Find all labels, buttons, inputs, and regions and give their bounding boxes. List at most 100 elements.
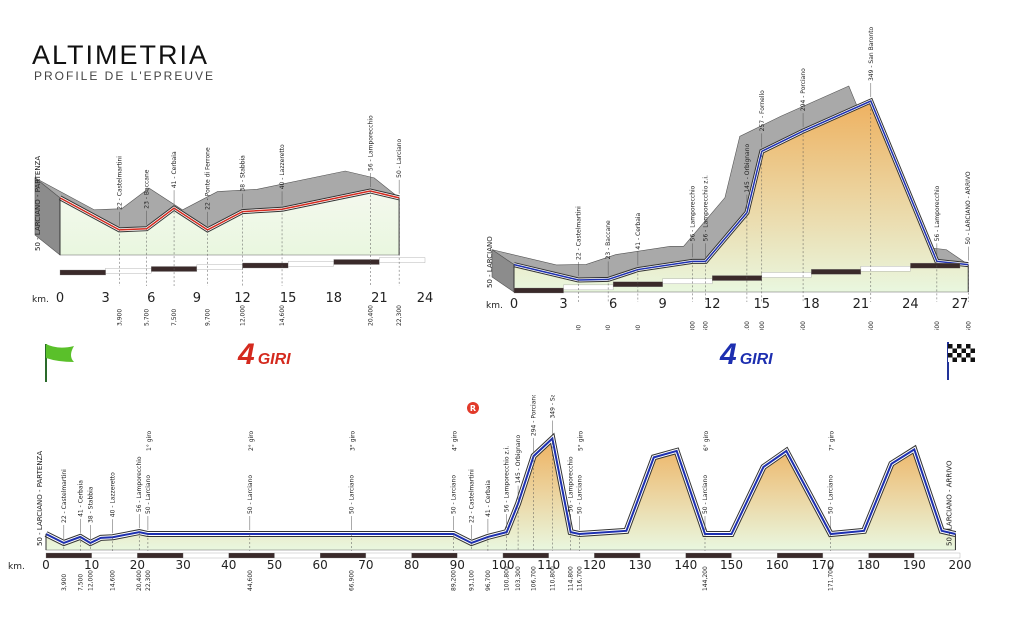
waypoint-km-label: 7,500 (171, 309, 178, 326)
km-bar-segment (910, 262, 961, 269)
flag-square (948, 344, 953, 349)
x-axis-label: km. (8, 562, 25, 572)
x-tick-label: 0 (56, 291, 64, 306)
x-tick-label: 170 (811, 558, 834, 572)
x-tick-label: 0 (42, 558, 50, 572)
x-tick-label: 50 (267, 558, 282, 572)
x-tick-label: 100 (492, 558, 515, 572)
page-subtitle: PROFILE DE L'EPREUVE (34, 69, 215, 83)
waypoint-label: 22 - Castelmartini (61, 469, 68, 523)
start-label: 50 - LARCIANO - PARTENZA (36, 451, 44, 546)
laps-badge-loop-b: 4 GIRI (720, 338, 773, 372)
waypoint-label: 22 - Castelmartini (575, 206, 582, 260)
x-tick-label: 180 (857, 558, 880, 572)
waypoint-label: 257 - Fornello (759, 90, 766, 132)
waypoint-label: 23 - Baccane (605, 220, 612, 259)
loop-a-profile-chart: km. 0 3 6 9 12 15 18 21 24 22 - Castelmartini 3,900… (32, 115, 433, 326)
x-tick-label: 80 (404, 558, 419, 572)
flag-square (970, 348, 975, 353)
x-tick-label: 110 (537, 558, 560, 572)
waypoint-km-label: 89,200 (451, 570, 458, 591)
waypoint-km-label: 110,800 (549, 566, 556, 591)
x-tick-label: 12 (704, 297, 721, 312)
x-tick-label: 0 (510, 297, 518, 312)
km-bar-segment (513, 287, 564, 294)
waypoint-km-label: 14,600 (110, 570, 117, 591)
waypoint-km-label: 96,700 (485, 570, 492, 591)
waypoint-label: 41 - Cerbaia (171, 151, 178, 188)
waypoint-km-label: 25,600 (934, 321, 941, 330)
waypoint-label: 56 - Lamporecchio (568, 456, 575, 512)
flag-square (948, 348, 953, 353)
flag-square (957, 348, 962, 353)
flag-square (970, 344, 975, 349)
waypoint-km-label: 116,700 (576, 566, 583, 591)
km-bar-segment (242, 262, 289, 269)
waypoint-label: 40 - Lazzeretto (110, 472, 117, 517)
road-line (45, 436, 956, 545)
x-tick-label: 40 (221, 558, 236, 572)
waypoint-km-label: 3,900 (575, 325, 582, 330)
x-axis-label: km. (486, 301, 503, 311)
flag-square (966, 348, 971, 353)
waypoint-km-label: 20,400 (367, 305, 374, 326)
waypoint-label: 40 - Lazzeretto (279, 144, 286, 189)
x-tick-label: 15 (754, 297, 771, 312)
waypoint-km-label: 7,500 (635, 325, 642, 330)
waypoint-km-label: 10,800 (689, 321, 696, 330)
waypoint-label: 41 - Cerbaia (485, 480, 492, 517)
flag-square (966, 353, 971, 358)
flag-square (952, 344, 957, 349)
waypoint-label: 56 - Lamporecchio (934, 185, 941, 241)
x-tick-label: 90 (450, 558, 465, 572)
x-tick-label: 60 (313, 558, 328, 572)
flag-square (970, 357, 975, 362)
x-tick-label: 15 (280, 291, 297, 306)
waypoint-label: 41 - Cerbaia (635, 212, 642, 249)
km-bar-segment (287, 261, 334, 267)
waypoint-km-label: 22,300 (396, 305, 403, 326)
x-tick-label: 160 (766, 558, 789, 572)
x-tick-label: 200 (949, 558, 972, 572)
lap-marker-label: 6° giro (703, 430, 710, 451)
lap-marker-label: 3° giro (350, 430, 357, 451)
laps-badge-loop-a: 4 GIRI (238, 338, 291, 372)
x-tick-label: 18 (325, 291, 342, 306)
waypoint-label: 50 - Larciano (451, 475, 458, 514)
x-tick-label: 150 (720, 558, 743, 572)
start-label: 50 - LARCIANO (486, 236, 494, 288)
loop-b-profile-chart: km. 0 3 6 9 12 15 18 21 24 27 22 - Castelmartini 3,9… (486, 26, 972, 330)
waypoint-label: 41 - Cerbaia (77, 480, 84, 517)
waypoint-label: 349 - San Baronto (868, 26, 875, 81)
km-bar-segment (662, 278, 713, 284)
start-label: 50 - LARCIANO - PARTENZA (34, 156, 42, 251)
x-tick-label: 140 (674, 558, 697, 572)
road-line (59, 190, 400, 231)
waypoint-km-label: 66,900 (349, 570, 356, 591)
x-tick-label: 3 (101, 291, 109, 306)
road-line (513, 100, 969, 281)
waypoint-label: 22 - Ponte di Ferrone (205, 147, 212, 210)
flag-square (957, 353, 962, 358)
page-title: ALTIMETRIA (32, 40, 210, 70)
flag-square (957, 344, 962, 349)
waypoint-label: 56 - Lamporecchio (367, 115, 374, 171)
waypoint-label: 56 - Lamporecchio (689, 185, 696, 241)
flag-square (961, 348, 966, 353)
flag-square (966, 344, 971, 349)
finish-flag-icon (947, 342, 975, 380)
waypoint-km-label: 93,100 (468, 570, 475, 591)
waypoint-label: 50 - Larciano (247, 475, 254, 514)
laps-number: 4 (720, 338, 737, 371)
svg-text:R: R (470, 404, 476, 413)
waypoint-km-label: 7,500 (77, 574, 84, 591)
waypoint-label: 56 - Lamporecchio (136, 456, 143, 512)
lap-marker-label: 7° giro (829, 430, 836, 451)
waypoint-label: 23 - Baccane (144, 169, 151, 208)
flag-square (966, 357, 971, 362)
waypoint-label: 56 - Lamporecchio z.i. (703, 175, 710, 241)
waypoint-km-label: 5,700 (144, 309, 151, 326)
laps-word: GIRI (739, 351, 773, 368)
flag-square (952, 357, 957, 362)
